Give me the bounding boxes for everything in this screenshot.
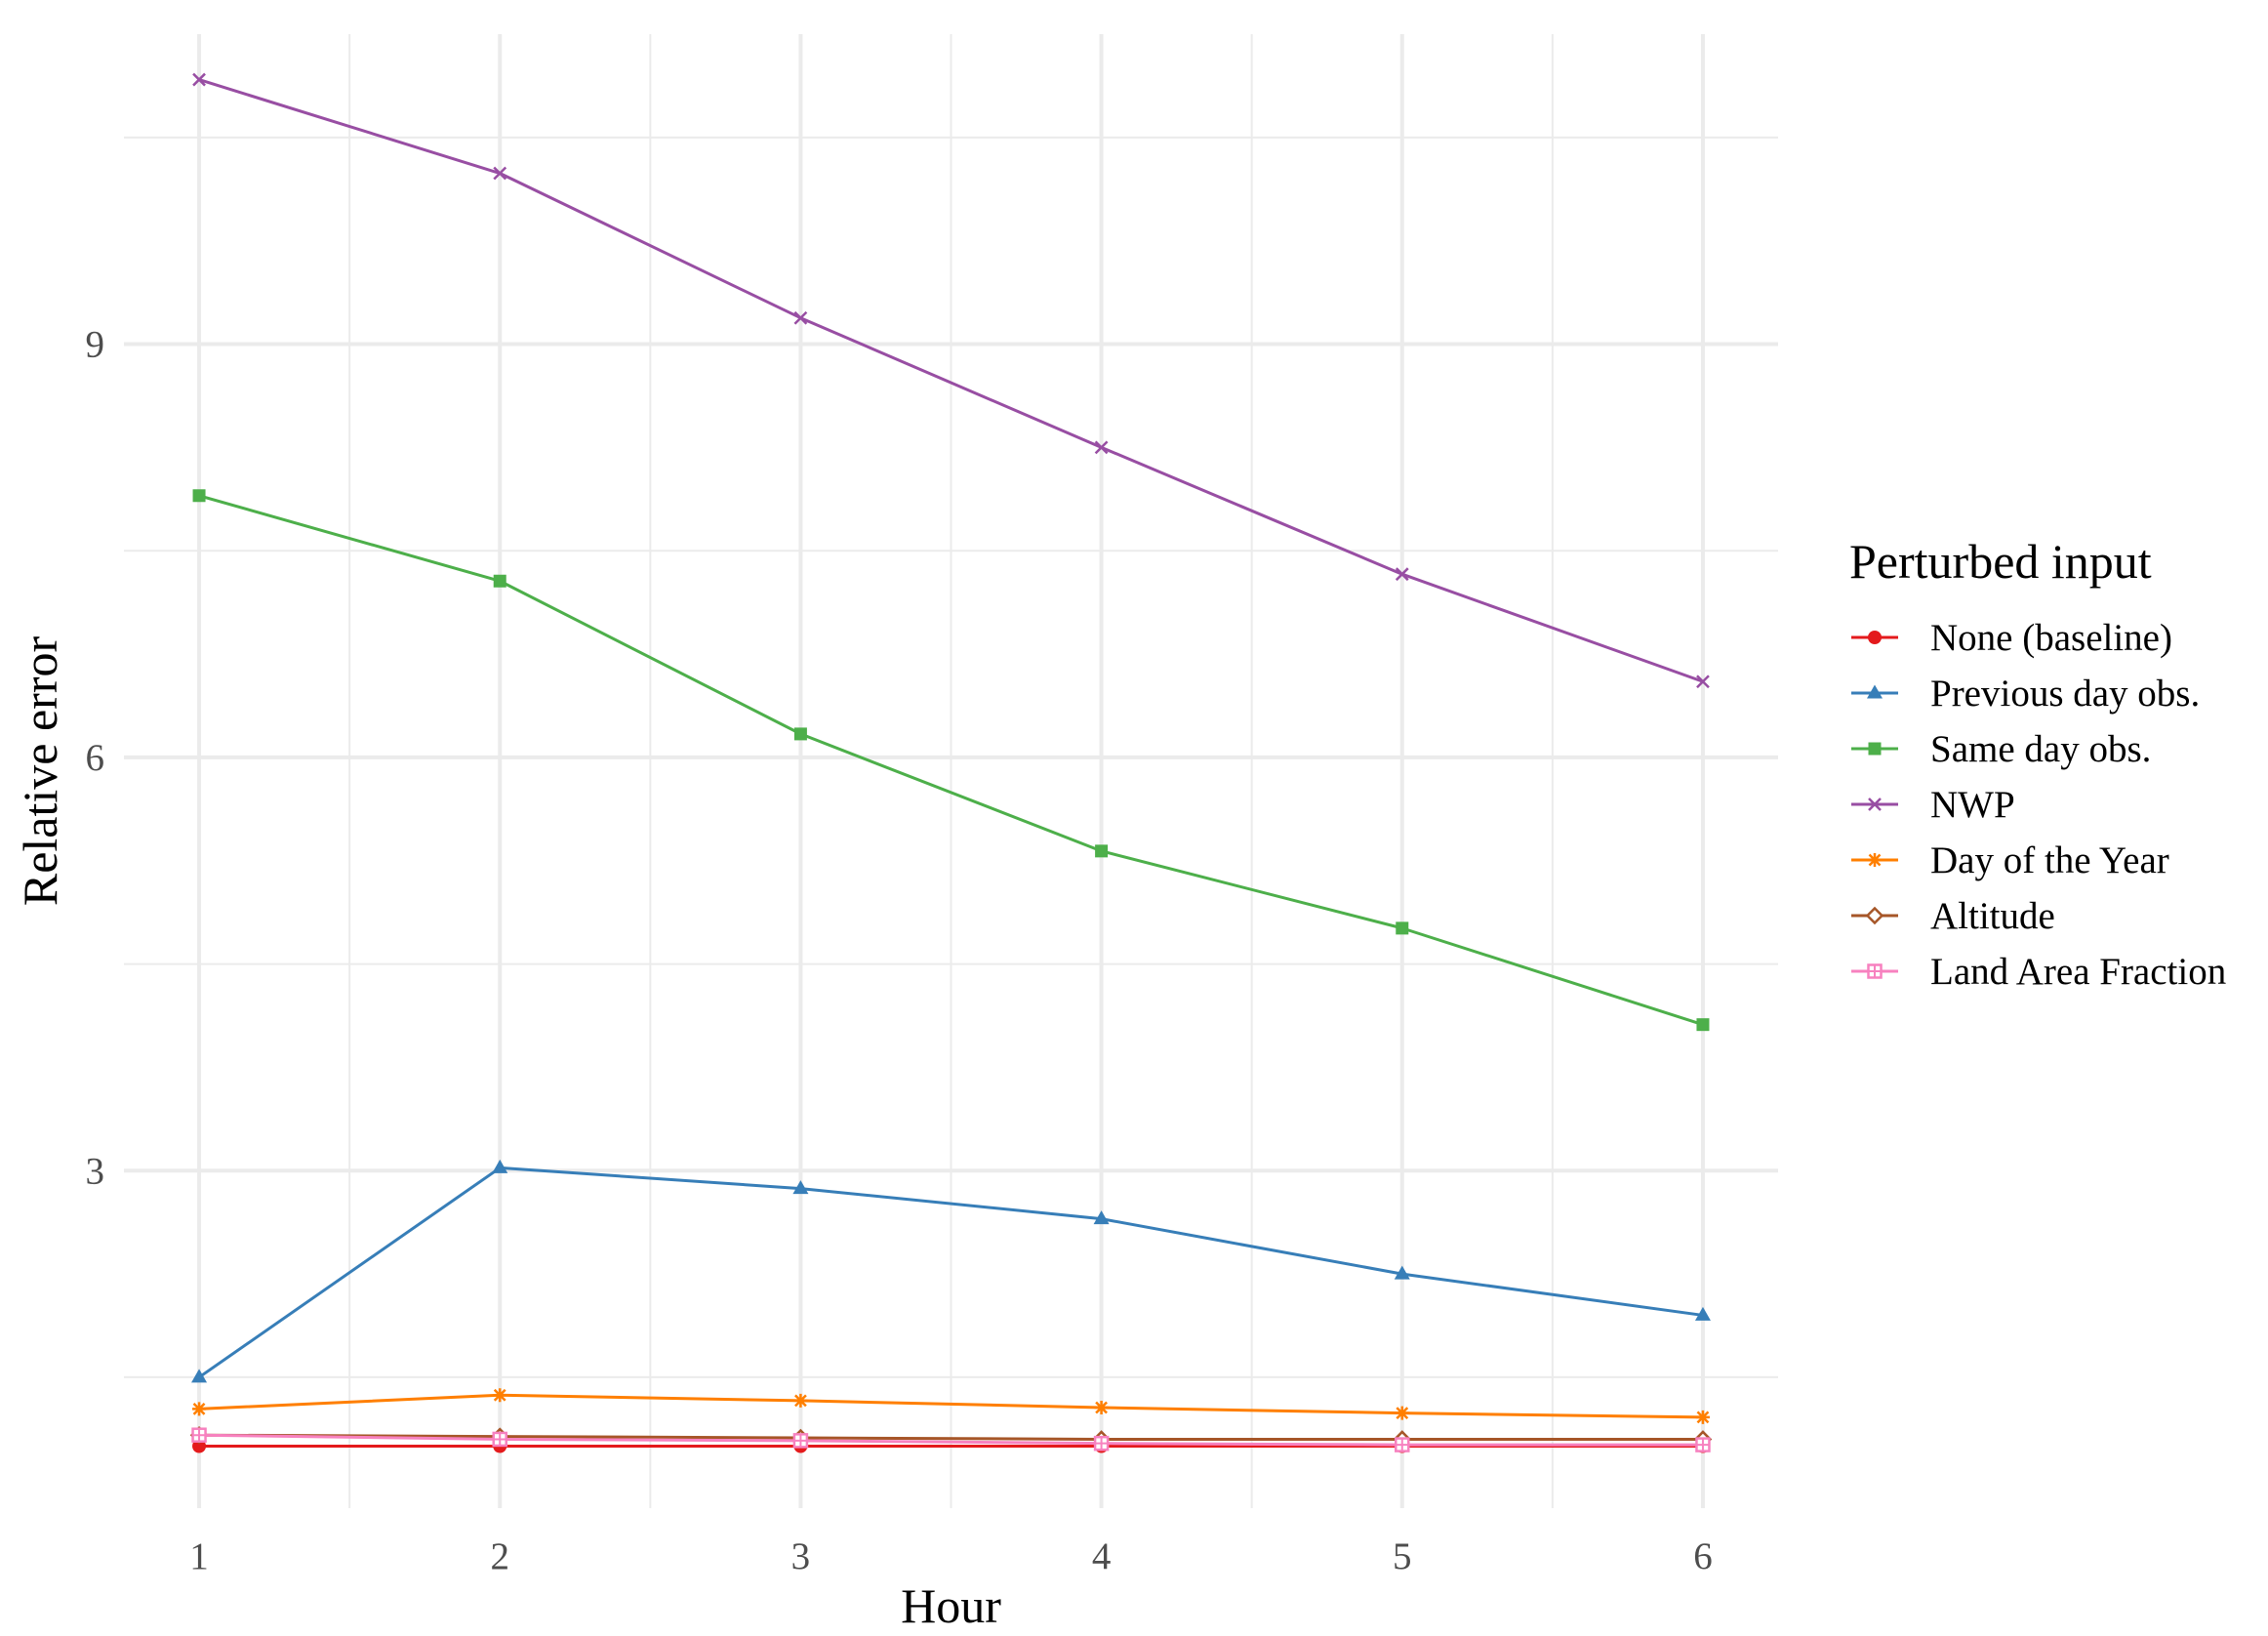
grid <box>124 34 1778 1508</box>
data-point <box>792 1180 809 1195</box>
legend: Perturbed input None (baseline) Previous … <box>1849 534 2226 993</box>
data-point <box>793 310 808 325</box>
data-point <box>793 727 807 741</box>
legend-key-marker <box>1867 963 1883 979</box>
legend-key-marker <box>1868 798 1882 811</box>
data-point <box>1695 1410 1710 1424</box>
legend-item: Altitude <box>1851 895 2055 937</box>
y-tick-label: 3 <box>86 1150 105 1192</box>
data-point <box>1093 1435 1110 1452</box>
x-axis-title: Hour <box>901 1578 1001 1633</box>
legend-item: Previous day obs. <box>1851 673 2200 715</box>
data-point <box>1396 921 1409 935</box>
data-point <box>1093 1210 1110 1225</box>
legend-item: None (baseline) <box>1851 617 2172 659</box>
x-tick-label: 3 <box>791 1535 811 1577</box>
legend-title: Perturbed input <box>1849 534 2152 589</box>
series-line <box>198 494 1704 1027</box>
legend-key-marker <box>1865 906 1884 925</box>
data-point <box>492 1159 508 1173</box>
series-line <box>199 1433 1703 1441</box>
data-point <box>493 574 506 588</box>
data-point <box>1094 440 1109 455</box>
y-tick-label: 9 <box>86 324 105 366</box>
x-tick-label: 6 <box>1693 1535 1713 1577</box>
data-point <box>792 1433 809 1449</box>
legend-label: Land Area Fraction <box>1930 951 2226 993</box>
data-point <box>191 1427 207 1443</box>
series-line <box>198 1166 1704 1379</box>
data-point <box>493 166 507 181</box>
legend-item: Day of the Year <box>1851 839 2169 881</box>
legend-label: NWP <box>1930 784 2015 826</box>
series-4 <box>192 1388 1710 1424</box>
legend-item: Same day obs. <box>1851 728 2151 770</box>
data-point <box>192 72 206 87</box>
data-point <box>1696 1018 1710 1032</box>
legend-item: Land Area Fraction <box>1851 951 2226 993</box>
data-point <box>1095 844 1109 858</box>
data-point <box>1094 1400 1109 1414</box>
data-point <box>192 1402 207 1416</box>
data-point <box>1395 1437 1410 1452</box>
axes: 1 2 3 4 5 6 3 6 9 <box>86 324 1713 1577</box>
legend-label: Previous day obs. <box>1930 673 2200 715</box>
x-tick-label: 2 <box>490 1535 509 1577</box>
data-point <box>1695 1437 1711 1452</box>
data-point <box>1395 1406 1409 1420</box>
series-1 <box>191 1159 1711 1383</box>
y-axis-title: Relative error <box>13 636 67 907</box>
x-tick-label: 4 <box>1092 1535 1112 1577</box>
data-point <box>493 1388 507 1403</box>
legend-key-marker <box>1868 742 1882 756</box>
legend-item: NWP <box>1851 784 2015 826</box>
series-line <box>199 1433 1703 1447</box>
legend-key-marker <box>1868 631 1882 644</box>
data-point <box>192 1439 207 1453</box>
series-line <box>198 78 1704 683</box>
legend-key-marker <box>1867 684 1883 699</box>
data-point <box>191 1369 208 1383</box>
data-point <box>1694 1306 1711 1321</box>
data-point <box>793 1393 808 1408</box>
legend-key-marker <box>1868 853 1882 867</box>
data-point <box>492 1431 507 1448</box>
series-6 <box>191 1427 1711 1452</box>
data-point <box>192 489 206 503</box>
series-lines <box>189 72 1713 1453</box>
legend-label: Same day obs. <box>1930 728 2151 770</box>
data-point <box>1394 1265 1410 1280</box>
series-line <box>198 1393 1703 1419</box>
x-tick-label: 5 <box>1393 1535 1412 1577</box>
y-tick-label: 6 <box>86 737 105 779</box>
series-3 <box>192 72 1710 689</box>
data-point <box>1696 675 1710 689</box>
x-tick-label: 1 <box>189 1535 209 1577</box>
legend-label: Day of the Year <box>1930 839 2169 881</box>
legend-label: None (baseline) <box>1930 617 2172 659</box>
legend-label: Altitude <box>1930 895 2055 937</box>
data-point <box>1395 567 1409 582</box>
series-2 <box>192 489 1710 1032</box>
